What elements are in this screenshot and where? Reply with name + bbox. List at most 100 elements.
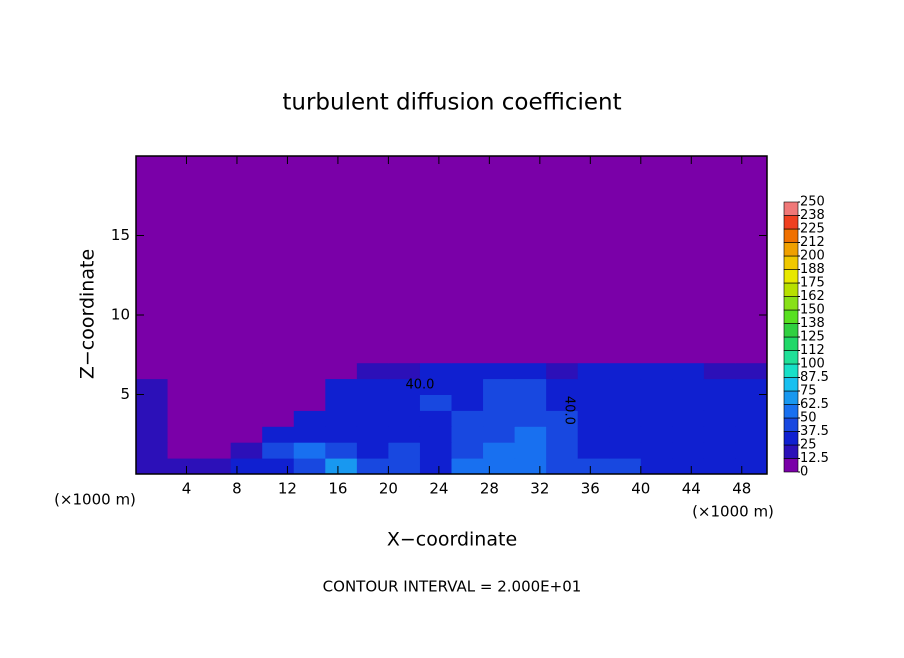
field-cell	[136, 394, 169, 411]
field-cell	[356, 410, 389, 427]
colorbar-swatch	[783, 377, 799, 392]
colorbar-label: 188	[800, 262, 825, 277]
field-cell	[230, 426, 263, 443]
colorbar-label: 150	[800, 303, 825, 318]
field-cell	[356, 156, 389, 364]
field-cell	[514, 426, 547, 443]
colorbar-label: 225	[800, 222, 825, 237]
colorbar-swatch	[783, 458, 799, 473]
x-tick-label: 24	[429, 480, 448, 498]
field-cell	[356, 442, 389, 459]
field-cell	[483, 410, 516, 427]
field-cell	[451, 458, 484, 475]
field-cell	[167, 410, 200, 427]
x-tick-label: 12	[278, 480, 297, 498]
field-cell	[230, 378, 263, 395]
field-cell	[703, 426, 736, 443]
field-cell	[199, 442, 232, 459]
colorbar-label: 25	[800, 438, 817, 453]
field-cell	[167, 442, 200, 459]
field-cell	[577, 458, 610, 475]
x-tick-label: 20	[379, 480, 398, 498]
field-cell	[640, 410, 673, 427]
colorbar-label: 200	[800, 249, 825, 264]
field-cell	[325, 394, 358, 411]
field-cell	[451, 394, 484, 411]
field-cell	[262, 378, 295, 395]
field-cell	[199, 378, 232, 395]
colorbar-label: 75	[800, 384, 817, 399]
field-cell	[136, 362, 169, 380]
field-cell	[672, 378, 705, 395]
field-cell	[136, 378, 169, 395]
colorbar-swatch	[783, 390, 799, 405]
colorbar-label: 0	[800, 465, 808, 480]
field-cell	[672, 362, 705, 380]
field-cell	[735, 442, 768, 459]
x-tick-label: 48	[732, 480, 751, 498]
field-cell	[262, 156, 295, 364]
colorbar-label: 162	[800, 289, 825, 304]
field-cell	[735, 378, 768, 395]
colorbar-swatch	[783, 363, 799, 378]
field-cell	[199, 458, 232, 475]
contour-label: 40.0	[405, 377, 434, 392]
field-cell	[262, 442, 295, 459]
field-cell	[735, 156, 768, 364]
colorbar-swatch	[783, 444, 799, 459]
field-cell	[546, 394, 579, 411]
colorbar-swatch	[783, 269, 799, 284]
field-cell	[672, 410, 705, 427]
colorbar-swatch	[783, 215, 799, 230]
field-cell	[262, 362, 295, 380]
field-cell	[514, 410, 547, 427]
field-cell	[325, 426, 358, 443]
y-tick-label: 15	[111, 226, 130, 244]
field-cell	[136, 458, 169, 475]
y-tick-label: 10	[111, 306, 130, 324]
chart-title: turbulent diffusion coefficient	[282, 90, 621, 116]
x-unit: (×1000 m)	[54, 491, 136, 509]
footer: CONTOUR INTERVAL = 2.000E+01	[323, 578, 582, 596]
field-cell	[136, 442, 169, 459]
field-cell	[609, 394, 642, 411]
field-cell	[419, 156, 452, 364]
field-cell	[451, 426, 484, 443]
field-cell	[419, 442, 452, 459]
field-cell	[388, 426, 421, 443]
field-cell	[735, 362, 768, 380]
x-tick-label: 4	[182, 480, 192, 498]
field-cell	[419, 426, 452, 443]
field-cell	[577, 394, 610, 411]
field-cell	[325, 442, 358, 459]
colorbar-swatch	[783, 350, 799, 365]
field-cell	[577, 410, 610, 427]
contour-label: 40.0	[561, 396, 576, 425]
field-cell	[293, 362, 326, 380]
field-cell	[230, 410, 263, 427]
field-cell	[640, 156, 673, 364]
field-cell	[672, 458, 705, 475]
field-cell	[546, 156, 579, 364]
field-cell	[451, 156, 484, 364]
field-cell	[546, 426, 579, 443]
colorbar-label: 175	[800, 276, 825, 291]
field-cell	[703, 458, 736, 475]
field-cell	[199, 410, 232, 427]
field-cell	[703, 156, 736, 364]
colorbar-label: 87.5	[800, 370, 829, 385]
field-cell	[356, 362, 389, 380]
field-cell	[514, 156, 547, 364]
field-cell	[293, 378, 326, 395]
field-cell	[672, 442, 705, 459]
colorbar-swatch	[783, 296, 799, 311]
field-cell	[356, 378, 389, 395]
colorbar-swatch	[783, 282, 799, 297]
field-cell	[609, 426, 642, 443]
colorbar-label: 50	[800, 411, 817, 426]
field-cell	[167, 426, 200, 443]
field-cell	[609, 410, 642, 427]
colorbar-label: 125	[800, 330, 825, 345]
field-cell	[577, 426, 610, 443]
colorbar-label: 12.5	[800, 451, 829, 466]
